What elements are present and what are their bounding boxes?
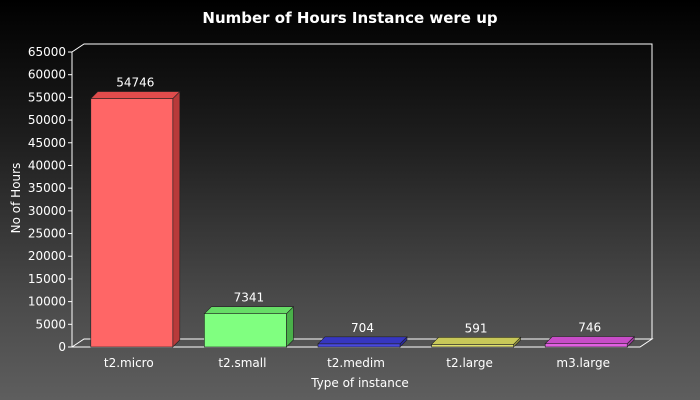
bar-top-face: [317, 336, 408, 345]
bar-data-label: 54746: [116, 76, 154, 90]
y-tick-label: 35000: [28, 181, 66, 195]
bar-t2.micro: 54746: [90, 76, 181, 348]
bar-top-face: [430, 337, 522, 345]
y-tick-label: 40000: [28, 158, 66, 172]
bar-data-label: 704: [351, 321, 374, 335]
chart-title: Number of Hours Instance were up: [202, 9, 497, 27]
y-tick-label: 20000: [28, 249, 66, 263]
bar-front-face: [90, 98, 174, 348]
back-wall-outline: [71, 43, 653, 347]
bar-t2.medim: 704: [317, 321, 408, 348]
y-axis-ticks: 0 5000 10000 15000 20000 25000 30000 35000 40000…: [28, 45, 72, 354]
x-tick-label: t2.medim: [327, 356, 385, 370]
x-tick-label: m3.large: [556, 356, 610, 370]
y-tick-label: 45000: [28, 136, 66, 150]
y-tick-label: 50000: [28, 113, 66, 127]
bar-t2.small: 7341: [203, 291, 295, 348]
bar-front-face: [544, 343, 628, 348]
bar-front-face: [431, 344, 514, 348]
x-axis-title: Type of instance: [310, 376, 409, 390]
bar-side-face: [172, 90, 181, 348]
x-tick-label: t2.small: [218, 356, 266, 370]
x-tick-label: t2.large: [446, 356, 493, 370]
y-tick-label: 0: [58, 340, 66, 354]
bar-top-face: [203, 306, 295, 314]
bar-data-label: 7341: [234, 291, 265, 305]
y-tick-label: 5000: [35, 317, 66, 331]
bar-front-face: [204, 313, 287, 348]
bar-data-label: 746: [578, 321, 601, 335]
y-tick-label: 60000: [28, 68, 66, 82]
x-axis-ticks: t2.micro t2.small t2.medim t2.large m3.large: [104, 356, 610, 370]
y-tick-label: 65000: [28, 45, 66, 59]
bar-top-face: [544, 336, 635, 344]
y-axis-title: No of Hours: [9, 163, 23, 234]
y-tick-label: 30000: [28, 204, 66, 218]
bar-front-face: [317, 343, 401, 348]
bar-m3.large: 746: [544, 321, 635, 348]
bar-data-label: 591: [465, 321, 488, 335]
bars: 54746 7341 704 591 746: [90, 76, 635, 348]
bar-t2.large: 591: [430, 321, 522, 348]
x-tick-label: t2.micro: [104, 356, 154, 370]
y-tick-label: 15000: [28, 272, 66, 286]
y-tick-label: 55000: [28, 90, 66, 104]
y-tick-label: 25000: [28, 227, 66, 241]
bar-top-face: [90, 91, 181, 99]
y-tick-label: 10000: [28, 295, 66, 309]
